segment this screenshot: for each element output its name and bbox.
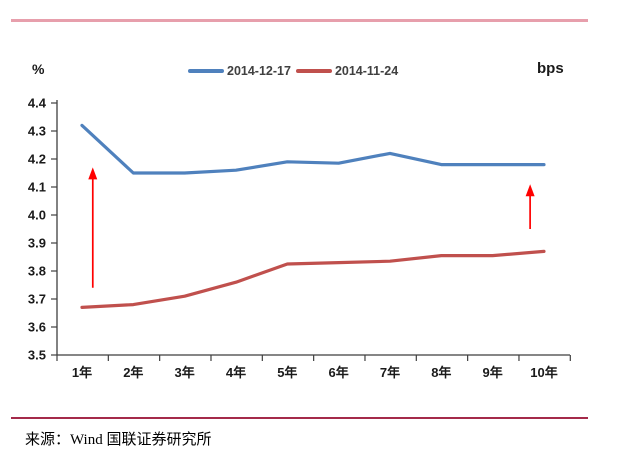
x-tick-label: 5年 bbox=[277, 365, 297, 380]
series-line-2014-12-17 bbox=[80, 123, 546, 175]
legend-item-series1: 2014-12-17 bbox=[188, 64, 291, 78]
series-line-2014-11-24 bbox=[80, 249, 546, 309]
bottom-divider-rule bbox=[11, 417, 588, 419]
y-axis-unit-label: % bbox=[32, 61, 45, 77]
y-tick-label: 4.0 bbox=[28, 208, 46, 223]
y-tick-label: 3.7 bbox=[28, 292, 46, 307]
top-divider-rule bbox=[11, 19, 588, 22]
x-tick-label: 6年 bbox=[329, 365, 349, 380]
x-tick-label: 3年 bbox=[175, 365, 195, 380]
x-tick-label: 1年 bbox=[72, 365, 92, 380]
x-tick-label: 2年 bbox=[123, 365, 143, 380]
bps-unit-label: bps bbox=[537, 60, 564, 77]
x-tick-label: 9年 bbox=[483, 365, 503, 380]
y-tick-label: 3.9 bbox=[28, 236, 46, 251]
legend-line-marker-icon bbox=[188, 69, 224, 73]
legend-item-series2: 2014-11-24 bbox=[295, 64, 399, 78]
x-tick-label: 4年 bbox=[226, 365, 246, 380]
up-arrow-head-icon bbox=[88, 167, 98, 180]
x-tick-label: 8年 bbox=[431, 365, 451, 380]
y-tick-label: 3.6 bbox=[28, 320, 46, 335]
y-tick-label: 4.2 bbox=[28, 152, 46, 167]
source-text: 来源：Wind 国联证券研究所 bbox=[25, 432, 212, 448]
y-tick-label: 4.4 bbox=[28, 96, 47, 111]
legend-line-marker-icon bbox=[295, 69, 332, 73]
x-tick-label: 10年 bbox=[530, 365, 557, 380]
x-tick-label: 7年 bbox=[380, 365, 400, 380]
y-tick-label: 3.8 bbox=[28, 264, 46, 279]
y-tick-label: 4.1 bbox=[28, 180, 46, 195]
legend-label-series2: 2014-11-24 bbox=[334, 64, 399, 78]
legend-label-series1: 2014-12-17 bbox=[227, 64, 291, 78]
chart-legend: 2014-12-17 2014-11-24 bbox=[188, 64, 398, 78]
up-arrow-head-icon bbox=[525, 184, 535, 197]
y-tick-label: 4.3 bbox=[28, 124, 46, 139]
y-tick-label: 3.5 bbox=[28, 348, 46, 363]
